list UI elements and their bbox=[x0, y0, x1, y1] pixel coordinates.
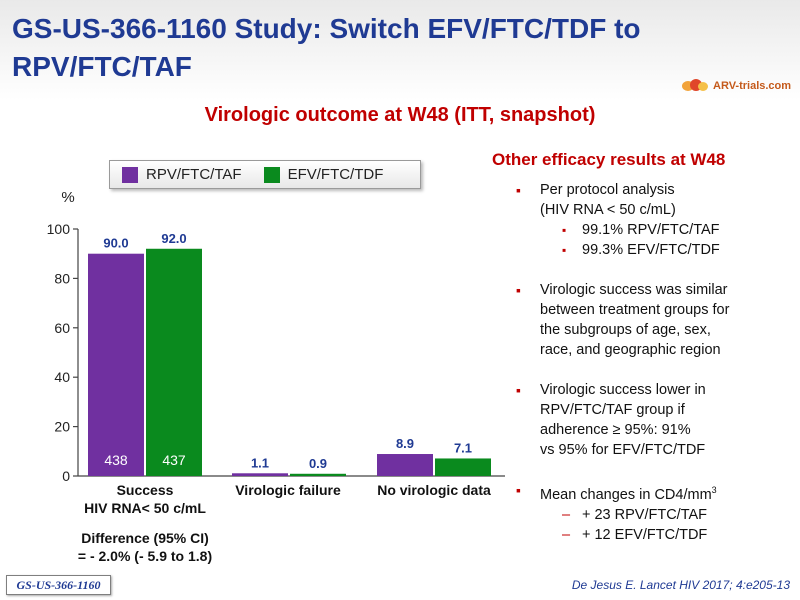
bullet-adherence: Virologic success lower in RPV/FTC/TAF gr… bbox=[510, 380, 800, 460]
bar-efv bbox=[146, 248, 202, 476]
logo-icon bbox=[682, 79, 710, 93]
bullet-cd4: Mean changes in CD4/mm3 bbox=[510, 480, 800, 505]
legend-label-efv: EFV/FTC/TDF bbox=[287, 166, 384, 183]
bullet-text: (HIV RNA < 50 c/mL) bbox=[540, 202, 676, 218]
bullet-text: Per protocol analysis bbox=[540, 182, 675, 198]
sub-bullet-rpv: 99.1% RPV/FTC/TAF bbox=[510, 220, 800, 240]
title-band bbox=[0, 0, 800, 100]
bullet-text: the subgroups of age, sex, bbox=[540, 322, 711, 338]
bar-value-label: 1.1 bbox=[251, 455, 269, 470]
legend-label-rpv: RPV/FTC/TAF bbox=[146, 166, 242, 183]
logo: ARV-trials.com bbox=[682, 79, 791, 93]
bullet-per-protocol: Per protocol analysis (HIV RNA < 50 c/mL) bbox=[510, 180, 800, 220]
bullet-text: between treatment groups for bbox=[540, 302, 730, 318]
bar-value-label: 0.9 bbox=[309, 456, 327, 471]
x-category-label: Success bbox=[117, 482, 174, 498]
y-tick-label: 60 bbox=[54, 320, 70, 336]
bullet-subgroups: Virologic success was similar between tre… bbox=[510, 280, 800, 360]
citation: De Jesus E. Lancet HIV 2017; 4:e205-13 bbox=[571, 578, 790, 592]
bullet-text: Mean changes in CD4/mm bbox=[540, 486, 712, 503]
x-category-label: HIV RNA< 50 c/mL bbox=[84, 500, 206, 516]
chart-legend: RPV/FTC/TAF EFV/FTC/TDF bbox=[109, 160, 421, 189]
bar-rpv bbox=[377, 454, 433, 476]
efficacy-panel-body: Per protocol analysis (HIV RNA < 50 c/mL)… bbox=[510, 180, 800, 545]
logo-text: ARV-trials.com bbox=[713, 80, 792, 92]
bar-n-label: 438 bbox=[104, 452, 128, 468]
chart-subtitle: Virologic outcome at W48 (ITT, snapshot) bbox=[204, 104, 596, 126]
bar-rpv bbox=[232, 473, 288, 476]
bullet-text: Virologic success was similar bbox=[540, 282, 728, 298]
x-category-label: No virologic data bbox=[377, 482, 491, 498]
bar-value-label: 92.0 bbox=[161, 231, 186, 246]
y-tick-label: 100 bbox=[47, 221, 71, 237]
legend-swatch-rpv bbox=[122, 166, 138, 183]
sub-bullet-efv: 99.3% EFV/FTC/TDF bbox=[510, 240, 800, 260]
y-tick-label: 80 bbox=[54, 270, 70, 286]
y-axis-label: % bbox=[61, 189, 74, 206]
bullet-text: vs 95% for EFV/FTC/TDF bbox=[540, 442, 706, 458]
y-tick-label: 0 bbox=[62, 468, 70, 484]
bar-n-label: 437 bbox=[162, 452, 186, 468]
study-tag: GS-US-366-1160 bbox=[6, 575, 111, 595]
y-tick-label: 40 bbox=[54, 369, 70, 385]
bar-efv bbox=[290, 473, 346, 476]
superscript: 3 bbox=[711, 485, 717, 495]
difference-annotation: Difference (95% CI) bbox=[81, 530, 209, 546]
bullet-text: RPV/FTC/TAF group if bbox=[540, 402, 685, 418]
dash-item-efv: + 12 EFV/FTC/TDF bbox=[510, 525, 800, 545]
bar-value-label: 90.0 bbox=[103, 236, 128, 251]
bar-rpv bbox=[88, 253, 144, 476]
y-tick-label: 20 bbox=[54, 419, 70, 435]
legend-swatch-efv bbox=[263, 166, 280, 183]
x-category-label: Virologic failure bbox=[235, 482, 341, 498]
bullet-text: adherence ≥ 95%: 91% bbox=[540, 422, 691, 438]
bullet-text: Virologic success lower in bbox=[540, 382, 706, 398]
dash-item-rpv: + 23 RPV/FTC/TAF bbox=[510, 505, 800, 525]
bar-value-label: 8.9 bbox=[396, 436, 414, 451]
slide-title: GS-US-366-1160 Study: Switch EFV/FTC/TDF… bbox=[12, 13, 641, 82]
bullet-text: race, and geographic region bbox=[540, 342, 721, 358]
efficacy-panel-title: Other efficacy results at W48 bbox=[492, 150, 726, 169]
difference-annotation: = - 2.0% (- 5.9 to 1.8) bbox=[78, 548, 212, 564]
bar-value-label: 7.1 bbox=[454, 440, 472, 455]
bar-efv bbox=[435, 458, 491, 476]
efficacy-panel: Other efficacy results at W48 Per protoc… bbox=[492, 150, 800, 545]
